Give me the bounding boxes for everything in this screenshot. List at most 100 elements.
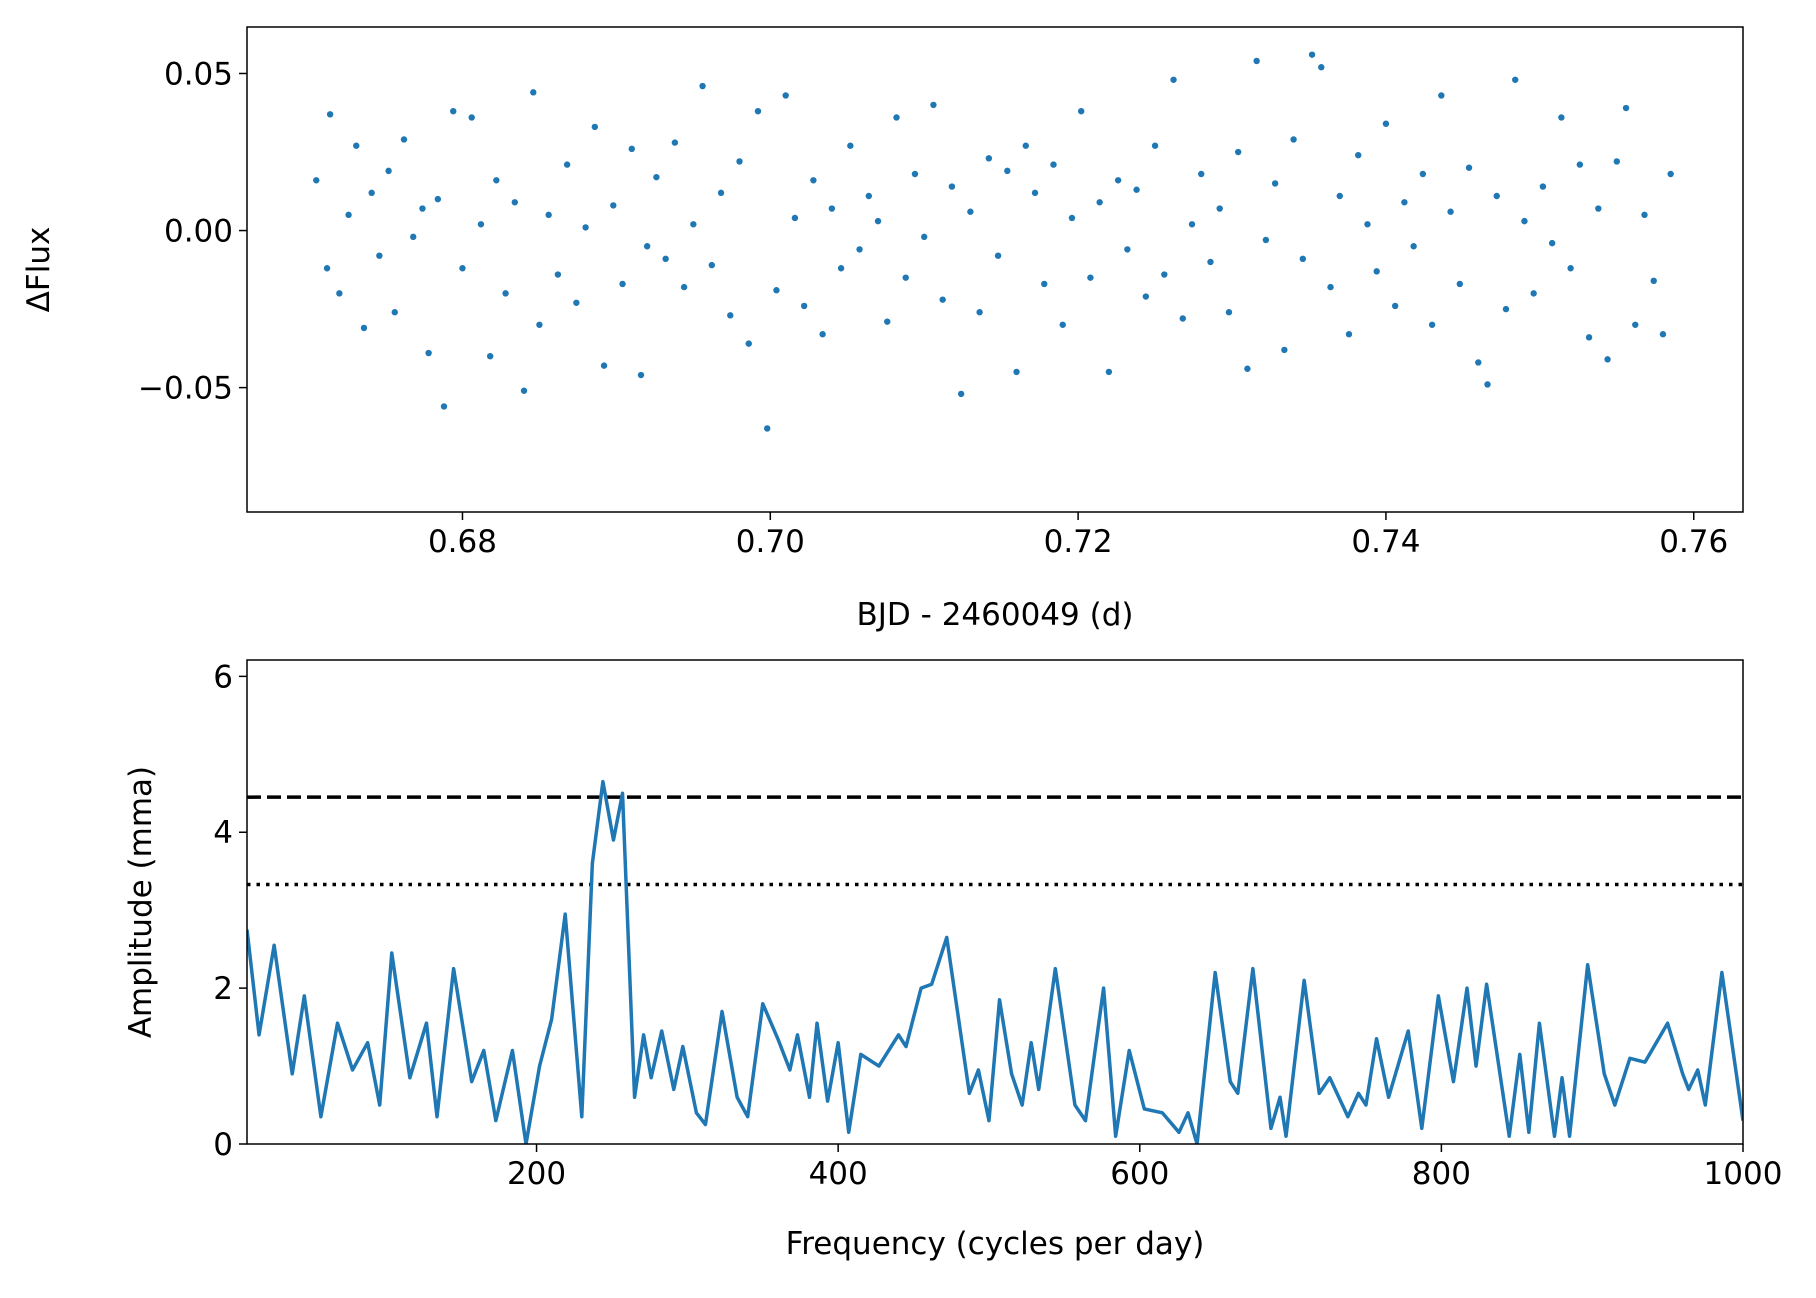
point [1622, 104, 1630, 112]
point [1595, 205, 1602, 212]
point [619, 280, 626, 288]
y-tick-label: 4 [213, 815, 233, 851]
point [313, 177, 320, 184]
point [717, 189, 725, 197]
point [1308, 51, 1316, 58]
x-tick-label: 0.74 [1351, 524, 1420, 560]
point [1133, 186, 1140, 193]
point [1225, 309, 1233, 316]
point [957, 390, 965, 398]
point [1632, 321, 1639, 328]
point [1299, 255, 1307, 263]
point [1484, 381, 1491, 388]
point [1050, 161, 1057, 168]
point [1428, 321, 1436, 328]
point [440, 403, 448, 410]
point [1087, 274, 1094, 281]
point [653, 173, 660, 181]
point [554, 271, 562, 278]
point [323, 265, 331, 272]
plot-area [313, 51, 1674, 432]
point [745, 340, 752, 347]
point [1179, 315, 1186, 322]
point [1558, 114, 1565, 121]
point [708, 261, 716, 269]
point [1244, 365, 1251, 372]
x-tick-label: 600 [1110, 1156, 1169, 1192]
point [385, 167, 392, 175]
point [828, 205, 836, 212]
point [536, 321, 543, 328]
point [459, 265, 466, 272]
y-axis-label: ΔFlux [21, 227, 57, 313]
x-axis-label: Frequency (cycles per day) [786, 1226, 1205, 1262]
point [530, 89, 537, 96]
y-tick-label: 0 [213, 1127, 233, 1163]
point [699, 82, 706, 90]
axes: 0.68 0.70 0.72 0.74 0.76 −0.05 0.00 0.05 BJD - 2… [21, 26, 1744, 633]
point [1391, 302, 1399, 310]
point [690, 221, 697, 228]
point [326, 111, 334, 118]
point [727, 312, 734, 319]
point [1041, 280, 1048, 288]
point [1068, 214, 1076, 222]
point [425, 349, 432, 357]
point [754, 107, 762, 115]
point [1585, 334, 1593, 341]
point [628, 145, 635, 153]
point [902, 274, 909, 281]
point [610, 202, 617, 209]
point [434, 195, 442, 203]
point [400, 136, 408, 143]
point [1475, 359, 1482, 366]
point [1456, 280, 1464, 288]
point [856, 246, 863, 253]
point [930, 101, 937, 109]
axes-frame [246, 26, 1744, 513]
point [773, 287, 780, 294]
point [563, 161, 571, 168]
y-tick-label: 6 [213, 659, 233, 695]
point [368, 189, 375, 197]
point [1004, 167, 1011, 175]
point [1401, 199, 1408, 206]
x-tick-label: 0.72 [1044, 524, 1113, 560]
point [662, 255, 669, 263]
x-tick-label: 1000 [1704, 1156, 1783, 1192]
point [591, 123, 599, 131]
point [1641, 211, 1648, 219]
point [911, 170, 919, 178]
point [680, 283, 688, 291]
point [1114, 177, 1122, 184]
point [1096, 199, 1103, 206]
point [1105, 368, 1113, 376]
point [1271, 180, 1279, 187]
point [1419, 170, 1427, 178]
point [1077, 107, 1085, 115]
point [1234, 148, 1242, 156]
point [520, 387, 528, 394]
point [1198, 170, 1205, 178]
point [791, 214, 799, 222]
axes-frame [246, 659, 1744, 1145]
axes: 200 400 600 800 1000 0 2 4 6 Frequency (cycles pe… [123, 659, 1782, 1262]
x-tick-label: 400 [809, 1156, 868, 1192]
point [976, 309, 983, 316]
point [1290, 136, 1297, 143]
point [1022, 142, 1029, 149]
point [419, 205, 426, 212]
point [948, 183, 956, 190]
point [502, 290, 509, 297]
point [939, 296, 946, 303]
point [884, 318, 891, 325]
point [643, 243, 651, 250]
point [410, 233, 417, 241]
amplitude-line [247, 779, 1743, 1144]
point [1281, 346, 1288, 354]
point [782, 92, 789, 99]
point [450, 107, 457, 115]
point [511, 199, 519, 206]
point [1059, 321, 1066, 328]
